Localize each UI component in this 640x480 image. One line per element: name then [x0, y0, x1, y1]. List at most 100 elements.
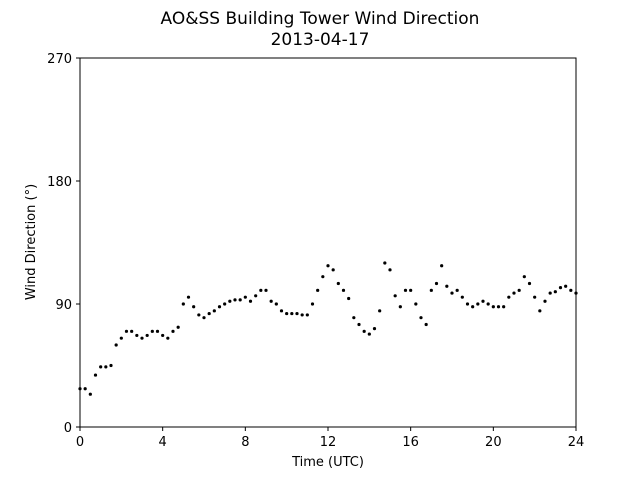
y-tick-label: 90 [55, 298, 72, 313]
data-point [445, 284, 449, 288]
y-axis-label: Wind Direction (°) [24, 184, 39, 300]
data-point [471, 305, 475, 309]
data-point [259, 288, 263, 292]
data-point [145, 333, 149, 338]
data-point [114, 343, 118, 347]
data-point [135, 333, 139, 338]
data-point [538, 309, 542, 313]
data-point [403, 288, 408, 292]
data-point [140, 336, 144, 340]
data-point [295, 311, 299, 316]
data-point [161, 333, 165, 338]
data-point [383, 261, 387, 265]
x-axis-label: Time (UTC) [291, 455, 364, 470]
y-tick-label: 270 [47, 52, 72, 67]
data-point [212, 309, 216, 313]
data-point [217, 305, 222, 309]
data-point [243, 295, 247, 299]
data-point [279, 309, 284, 313]
data-point [388, 268, 392, 272]
x-tick-label: 0 [76, 435, 84, 450]
data-point [269, 299, 273, 303]
data-point [378, 309, 382, 313]
data-point [352, 316, 356, 320]
data-point [166, 336, 170, 340]
data-point [564, 284, 568, 288]
data-point [197, 313, 201, 317]
data-point [223, 302, 227, 306]
data-point [264, 288, 268, 292]
data-point [254, 294, 258, 298]
y-tick-label: 0 [64, 421, 72, 436]
data-point [496, 305, 501, 309]
data-point [326, 264, 330, 268]
chart-title: AO&SS Building Tower Wind Direction [161, 9, 480, 29]
data-point [331, 268, 335, 272]
data-point [522, 275, 526, 279]
y-tick-label: 180 [47, 175, 72, 190]
data-points [78, 261, 578, 396]
data-point [186, 295, 191, 299]
data-point [543, 299, 547, 303]
data-point [88, 392, 92, 396]
data-point [414, 302, 418, 306]
data-point [316, 288, 320, 292]
data-point [460, 295, 464, 299]
data-point [99, 365, 103, 369]
data-point [310, 302, 315, 306]
data-point [512, 291, 516, 295]
data-point [419, 316, 423, 320]
data-point [481, 299, 485, 303]
data-point [274, 302, 278, 306]
x-tick-label: 20 [485, 435, 502, 450]
data-point [336, 281, 340, 286]
data-point [424, 322, 428, 327]
data-point [527, 281, 532, 286]
data-point [124, 329, 129, 333]
data-point [150, 329, 154, 333]
data-point [130, 329, 134, 333]
data-point [347, 296, 351, 301]
x-tick-label: 24 [568, 435, 585, 450]
data-point [285, 311, 289, 316]
data-point [465, 302, 470, 306]
x-tick-label: 12 [320, 435, 337, 450]
data-point [248, 299, 253, 303]
data-point [533, 295, 537, 299]
data-point [429, 288, 433, 292]
data-point [176, 325, 180, 329]
data-point [228, 299, 232, 303]
data-point [104, 365, 108, 369]
data-point [233, 298, 237, 302]
data-point [398, 305, 402, 309]
data-point [548, 291, 552, 295]
data-point [83, 387, 87, 391]
data-point [207, 311, 211, 316]
data-point [455, 288, 459, 292]
data-point [502, 305, 506, 309]
data-point [450, 291, 454, 295]
x-tick-label: 16 [402, 435, 419, 450]
data-point [305, 313, 309, 317]
data-point [202, 316, 206, 320]
data-point [476, 302, 480, 306]
data-point [238, 298, 242, 302]
data-point [321, 275, 325, 279]
data-point [409, 288, 413, 292]
data-point [357, 322, 361, 327]
data-point [440, 264, 444, 268]
data-point [181, 302, 185, 306]
data-point [558, 286, 563, 290]
data-point [155, 329, 160, 333]
data-point [367, 332, 371, 336]
data-point [93, 373, 98, 377]
data-point [393, 294, 397, 298]
tick-marks: 0 4 8 12 16 20 24 0 90 180 270 [47, 52, 584, 450]
chart-subtitle: 2013-04-17 [271, 30, 370, 50]
data-point [300, 313, 304, 317]
data-point [362, 329, 366, 333]
axes [79, 57, 577, 428]
data-point [290, 311, 294, 316]
